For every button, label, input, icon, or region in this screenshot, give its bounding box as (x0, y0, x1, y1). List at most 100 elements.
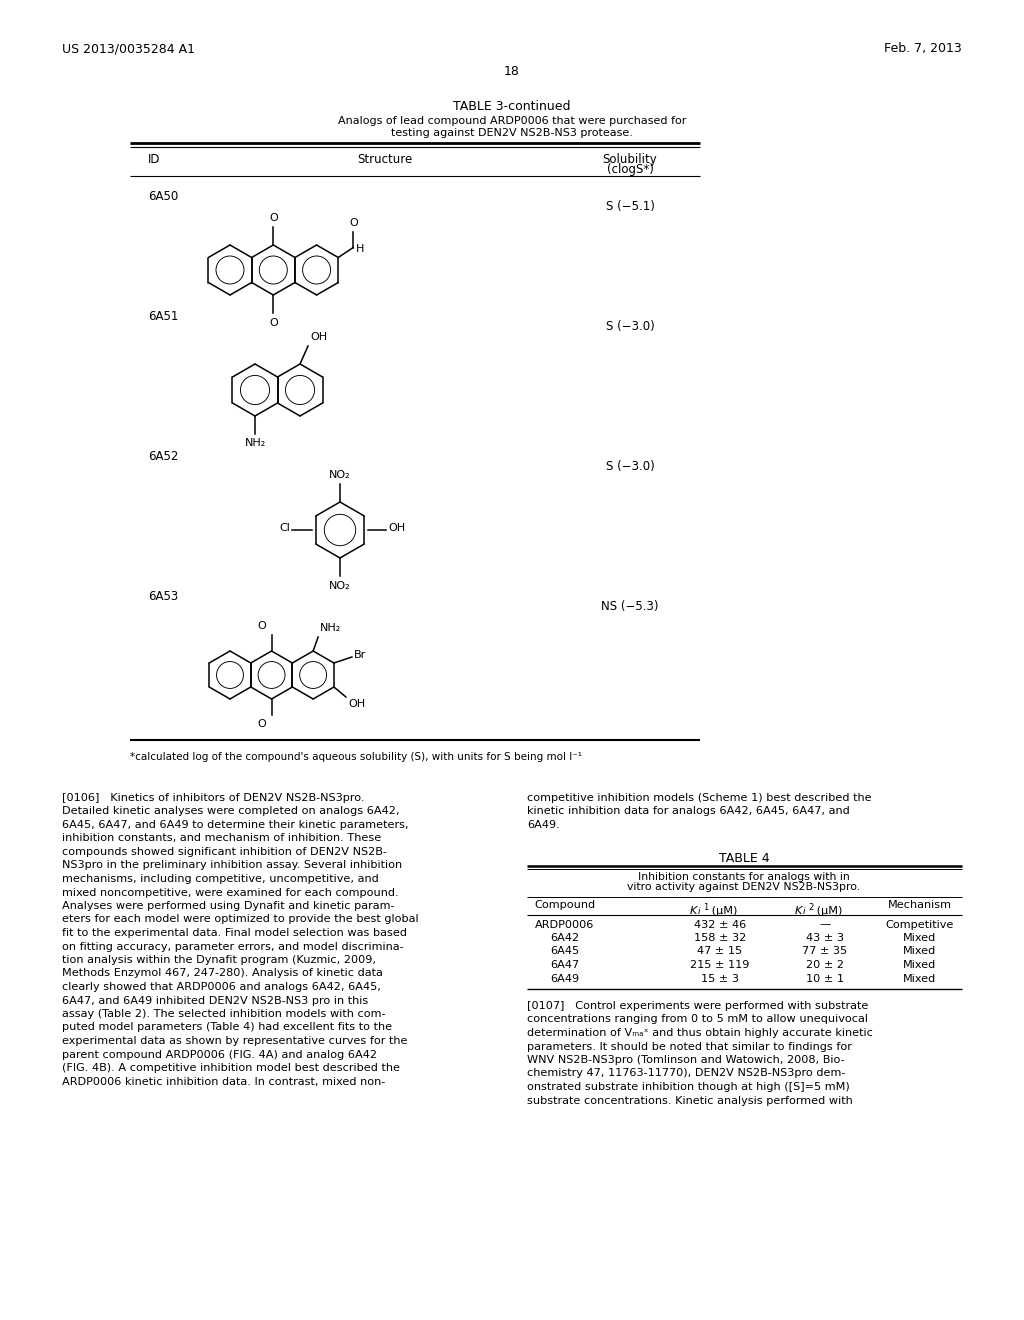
Text: fit to the experimental data. Final model selection was based: fit to the experimental data. Final mode… (62, 928, 407, 939)
Text: 47 ± 15: 47 ± 15 (697, 946, 742, 957)
Text: Compound: Compound (535, 900, 596, 911)
Text: 6A50: 6A50 (148, 190, 178, 203)
Text: 6A53: 6A53 (148, 590, 178, 603)
Text: OH: OH (388, 523, 406, 533)
Text: i: i (803, 908, 806, 916)
Text: determination of Vₘₐˣ and thus obtain highly accurate kinetic: determination of Vₘₐˣ and thus obtain hi… (527, 1028, 872, 1038)
Text: parameters. It should be noted that similar to findings for: parameters. It should be noted that simi… (527, 1041, 852, 1052)
Text: O: O (349, 218, 357, 227)
Text: O: O (257, 719, 266, 729)
Text: vitro activity against DEN2V NS2B-NS3pro.: vitro activity against DEN2V NS2B-NS3pro… (628, 883, 860, 892)
Text: kinetic inhibition data for analogs 6A42, 6A45, 6A47, and: kinetic inhibition data for analogs 6A42… (527, 807, 850, 817)
Text: 6A49.: 6A49. (527, 820, 560, 830)
Text: Competitive: Competitive (886, 920, 954, 929)
Text: 10 ± 1: 10 ± 1 (806, 974, 844, 983)
Text: O: O (269, 318, 278, 327)
Text: 1: 1 (703, 903, 709, 912)
Text: Detailed kinetic analyses were completed on analogs 6A42,: Detailed kinetic analyses were completed… (62, 807, 399, 817)
Text: clearly showed that ARDP0006 and analogs 6A42, 6A45,: clearly showed that ARDP0006 and analogs… (62, 982, 381, 993)
Text: 18: 18 (504, 65, 520, 78)
Text: S (−5.1): S (−5.1) (605, 201, 654, 213)
Text: (μM): (μM) (813, 906, 843, 916)
Text: Mixed: Mixed (903, 933, 937, 942)
Text: Br: Br (354, 649, 367, 660)
Text: NO₂: NO₂ (329, 581, 351, 591)
Text: tion analysis within the Dynafit program (Kuzmic, 2009,: tion analysis within the Dynafit program… (62, 954, 376, 965)
Text: 6A52: 6A52 (148, 450, 178, 463)
Text: 6A42: 6A42 (551, 933, 580, 942)
Text: mixed noncompetitive, were examined for each compound.: mixed noncompetitive, were examined for … (62, 887, 398, 898)
Text: assay (Table 2). The selected inhibition models with com-: assay (Table 2). The selected inhibition… (62, 1008, 385, 1019)
Text: K: K (690, 906, 697, 916)
Text: NO₂: NO₂ (329, 470, 351, 480)
Text: 6A47: 6A47 (551, 960, 580, 970)
Text: 6A49: 6A49 (551, 974, 580, 983)
Text: competitive inhibition models (Scheme 1) best described the: competitive inhibition models (Scheme 1)… (527, 793, 871, 803)
Text: mechanisms, including competitive, uncompetitive, and: mechanisms, including competitive, uncom… (62, 874, 379, 884)
Text: 20 ± 2: 20 ± 2 (806, 960, 844, 970)
Text: 6A51: 6A51 (148, 310, 178, 323)
Text: US 2013/0035284 A1: US 2013/0035284 A1 (62, 42, 195, 55)
Text: parent compound ARDP0006 (FIG. 4A) and analog 6A42: parent compound ARDP0006 (FIG. 4A) and a… (62, 1049, 377, 1060)
Text: NS (−5.3): NS (−5.3) (601, 601, 658, 612)
Text: NS3pro in the preliminary inhibition assay. Several inhibition: NS3pro in the preliminary inhibition ass… (62, 861, 402, 870)
Text: 215 ± 119: 215 ± 119 (690, 960, 750, 970)
Text: inhibition constants, and mechanism of inhibition. These: inhibition constants, and mechanism of i… (62, 833, 381, 843)
Text: Inhibition constants for analogs with in: Inhibition constants for analogs with in (638, 871, 850, 882)
Text: Mixed: Mixed (903, 974, 937, 983)
Text: 15 ± 3: 15 ± 3 (701, 974, 739, 983)
Text: puted model parameters (Table 4) had excellent fits to the: puted model parameters (Table 4) had exc… (62, 1023, 392, 1032)
Text: eters for each model were optimized to provide the best global: eters for each model were optimized to p… (62, 915, 419, 924)
Text: Analyses were performed using Dynafit and kinetic param-: Analyses were performed using Dynafit an… (62, 902, 394, 911)
Text: experimental data as shown by representative curves for the: experimental data as shown by representa… (62, 1036, 408, 1045)
Text: OH: OH (348, 700, 365, 709)
Text: Mechanism: Mechanism (888, 900, 952, 911)
Text: OH: OH (310, 333, 327, 342)
Text: (clogS*): (clogS*) (606, 162, 653, 176)
Text: ARDP0006 kinetic inhibition data. In contrast, mixed non-: ARDP0006 kinetic inhibition data. In con… (62, 1077, 385, 1086)
Text: NH₂: NH₂ (321, 623, 341, 634)
Text: [0106]   Kinetics of inhibitors of DEN2V NS2B-NS3pro.: [0106] Kinetics of inhibitors of DEN2V N… (62, 793, 365, 803)
Text: [0107]   Control experiments were performed with substrate: [0107] Control experiments were performe… (527, 1001, 868, 1011)
Text: 432 ± 46: 432 ± 46 (694, 920, 746, 929)
Text: on fitting accuracy, parameter errors, and model discrimina-: on fitting accuracy, parameter errors, a… (62, 941, 403, 952)
Text: Cl: Cl (280, 523, 290, 533)
Text: i: i (698, 908, 700, 916)
Text: 77 ± 35: 77 ± 35 (803, 946, 848, 957)
Text: WNV NS2B-NS3pro (Tomlinson and Watowich, 2008, Bio-: WNV NS2B-NS3pro (Tomlinson and Watowich,… (527, 1055, 845, 1065)
Text: 6A45, 6A47, and 6A49 to determine their kinetic parameters,: 6A45, 6A47, and 6A49 to determine their … (62, 820, 409, 830)
Text: chemistry 47, 11763-11770), DEN2V NS2B-NS3pro dem-: chemistry 47, 11763-11770), DEN2V NS2B-N… (527, 1068, 846, 1078)
Text: O: O (269, 213, 278, 223)
Text: onstrated substrate inhibition though at high ([S]=5 mM): onstrated substrate inhibition though at… (527, 1082, 850, 1092)
Text: testing against DEN2V NS2B-NS3 protease.: testing against DEN2V NS2B-NS3 protease. (391, 128, 633, 139)
Text: (μM): (μM) (708, 906, 737, 916)
Text: ID: ID (148, 153, 161, 166)
Text: Analogs of lead compound ARDP0006 that were purchased for: Analogs of lead compound ARDP0006 that w… (338, 116, 686, 125)
Text: S (−3.0): S (−3.0) (605, 319, 654, 333)
Text: 158 ± 32: 158 ± 32 (694, 933, 746, 942)
Text: —: — (819, 920, 830, 929)
Text: Structure: Structure (357, 153, 413, 166)
Text: H: H (356, 244, 365, 255)
Text: ARDP0006: ARDP0006 (536, 920, 595, 929)
Text: 6A47, and 6A49 inhibited DEN2V NS2B-NS3 pro in this: 6A47, and 6A49 inhibited DEN2V NS2B-NS3 … (62, 995, 369, 1006)
Text: Methods Enzymol 467, 247-280). Analysis of kinetic data: Methods Enzymol 467, 247-280). Analysis … (62, 969, 383, 978)
Text: Feb. 7, 2013: Feb. 7, 2013 (885, 42, 962, 55)
Text: Solubility: Solubility (603, 153, 657, 166)
Text: compounds showed significant inhibition of DEN2V NS2B-: compounds showed significant inhibition … (62, 847, 387, 857)
Text: (FIG. 4B). A competitive inhibition model best described the: (FIG. 4B). A competitive inhibition mode… (62, 1063, 400, 1073)
Text: TABLE 4: TABLE 4 (719, 851, 769, 865)
Text: substrate concentrations. Kinetic analysis performed with: substrate concentrations. Kinetic analys… (527, 1096, 853, 1106)
Text: Mixed: Mixed (903, 960, 937, 970)
Text: K: K (795, 906, 803, 916)
Text: S (−3.0): S (−3.0) (605, 459, 654, 473)
Text: O: O (257, 620, 266, 631)
Text: 43 ± 3: 43 ± 3 (806, 933, 844, 942)
Text: *calculated log of the compound's aqueous solubility (S), with units for S being: *calculated log of the compound's aqueou… (130, 752, 582, 762)
Text: TABLE 3-continued: TABLE 3-continued (454, 100, 570, 114)
Text: Mixed: Mixed (903, 946, 937, 957)
Text: NH₂: NH₂ (245, 438, 265, 447)
Text: concentrations ranging from 0 to 5 mM to allow unequivocal: concentrations ranging from 0 to 5 mM to… (527, 1015, 868, 1024)
Text: 6A45: 6A45 (551, 946, 580, 957)
Text: 2: 2 (808, 903, 813, 912)
